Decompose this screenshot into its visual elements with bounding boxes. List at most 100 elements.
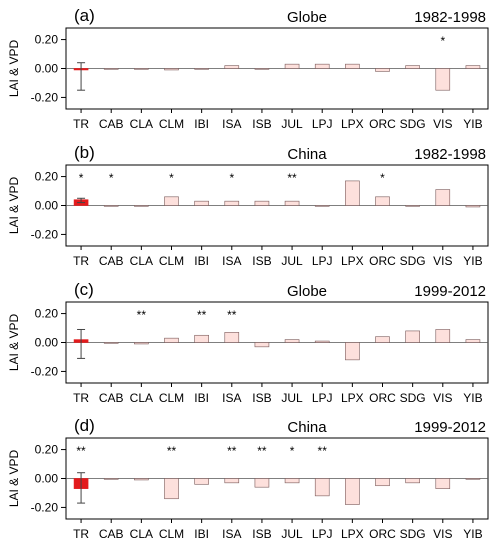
x-tick-label: ISB xyxy=(252,527,271,541)
bar-ibi xyxy=(194,334,209,343)
bar-orc xyxy=(375,478,390,487)
panel-label: (a) xyxy=(74,6,95,25)
bar-cla xyxy=(134,68,149,70)
x-tick-label: LPJ xyxy=(312,391,333,405)
y-tick-label: 0.00 xyxy=(35,472,59,486)
bar-jul xyxy=(284,339,300,343)
bar-ibi xyxy=(194,478,209,485)
x-tick-label: CAB xyxy=(99,391,124,405)
significance-marker: * xyxy=(79,171,84,185)
x-tick-label: ORC xyxy=(369,117,396,131)
bar-sdg xyxy=(405,65,420,69)
significance-marker: * xyxy=(169,171,174,185)
x-tick-label: IBI xyxy=(194,254,209,268)
bar-orc xyxy=(375,336,390,343)
x-tick-label: ISA xyxy=(222,117,241,131)
bar-orc xyxy=(375,68,390,72)
significance-marker: ** xyxy=(318,444,328,458)
y-tick-label: 0.00 xyxy=(35,199,59,213)
bar-yib xyxy=(465,339,481,343)
bar-cla xyxy=(134,342,149,345)
x-tick-label: CLA xyxy=(130,117,153,131)
x-tick-label: ORC xyxy=(369,527,396,541)
x-tick-label: ISB xyxy=(252,117,271,131)
bar-isb xyxy=(254,68,270,70)
bar-lpx xyxy=(345,478,360,505)
panel-b: (b) China 1982-1998 -0.20 0.00 0.20 LAI & VPD T… xyxy=(7,143,489,268)
y-tick-label: 0.20 xyxy=(35,307,59,321)
panel-c: (c) Globe 1999-2012 -0.20 0.00 0.20 LAI & VPD T… xyxy=(7,280,489,405)
y-axis-label: LAI & VPD xyxy=(7,313,21,371)
significance-marker: ** xyxy=(287,171,297,185)
x-tick-label: IBI xyxy=(194,117,209,131)
y-tick-label: -0.20 xyxy=(31,500,59,514)
significance-marker: ** xyxy=(167,444,177,458)
bar-ibi xyxy=(194,68,209,70)
x-tick-label: VIS xyxy=(433,117,452,131)
x-tick-label: LPJ xyxy=(312,117,333,131)
x-tick-label: ORC xyxy=(369,254,396,268)
bar-vis xyxy=(435,189,451,206)
x-tick-label: YIB xyxy=(463,527,482,541)
y-tick-label: -0.20 xyxy=(31,364,59,378)
x-tick-label: JUL xyxy=(281,254,303,268)
y-tick-label: 0.00 xyxy=(35,62,59,76)
significance-marker: ** xyxy=(257,444,267,458)
panel-region-title: Globe xyxy=(287,9,327,26)
y-axis-label: LAI & VPD xyxy=(7,176,21,234)
x-tick-label: SDG xyxy=(400,391,426,405)
x-tick-label: CLA xyxy=(130,527,153,541)
bar-yib xyxy=(465,478,481,480)
bar-lpj xyxy=(314,340,330,343)
bar-ibi xyxy=(194,200,209,206)
bar-isa xyxy=(224,65,240,69)
bar-isb xyxy=(254,478,270,488)
x-tick-label: CAB xyxy=(99,254,124,268)
x-tick-label: LPX xyxy=(341,391,364,405)
significance-marker: * xyxy=(440,34,445,48)
bar-orc xyxy=(375,196,390,206)
x-tick-label: LPJ xyxy=(312,254,333,268)
bar-clm xyxy=(164,196,179,206)
bar-vis xyxy=(435,329,451,343)
bar-cab xyxy=(103,478,119,480)
y-tick-label: -0.20 xyxy=(31,227,59,241)
bar-lpx xyxy=(345,63,360,69)
bar-cab xyxy=(103,68,119,70)
x-tick-label: LPX xyxy=(341,527,364,541)
significance-marker: ** xyxy=(227,308,237,322)
bar-cla xyxy=(134,205,149,207)
x-tick-label: IBI xyxy=(194,391,209,405)
panel-region-title: China xyxy=(287,419,327,436)
bar-yib xyxy=(465,205,481,208)
x-tick-label: ISA xyxy=(222,254,241,268)
x-tick-label: IBI xyxy=(194,527,209,541)
x-tick-label: JUL xyxy=(281,527,303,541)
bar-jul xyxy=(284,63,300,69)
x-tick-label: CLM xyxy=(159,117,184,131)
x-tick-label: VIS xyxy=(433,254,452,268)
panel-label: (d) xyxy=(74,416,95,435)
y-tick-label: 0.20 xyxy=(35,443,59,457)
x-tick-label: JUL xyxy=(281,117,303,131)
x-tick-label: LPX xyxy=(341,117,364,131)
significance-marker: ** xyxy=(227,444,237,458)
bar-jul xyxy=(284,478,300,484)
bar-cab xyxy=(103,342,119,344)
bar-isb xyxy=(254,200,270,206)
bar-vis xyxy=(435,478,451,489)
significance-marker: ** xyxy=(76,444,86,458)
x-tick-label: VIS xyxy=(433,527,452,541)
x-tick-label: ISA xyxy=(222,527,241,541)
y-axis-label: LAI & VPD xyxy=(7,449,21,507)
y-tick-label: -0.20 xyxy=(31,90,59,104)
x-tick-label: SDG xyxy=(400,117,426,131)
x-tick-label: ISB xyxy=(252,254,271,268)
x-tick-label: TR xyxy=(73,254,89,268)
x-tick-label: CAB xyxy=(99,117,124,131)
x-tick-label: LPJ xyxy=(312,527,333,541)
bar-sdg xyxy=(405,330,420,343)
bar-yib xyxy=(465,65,481,69)
bar-cab xyxy=(103,205,119,207)
